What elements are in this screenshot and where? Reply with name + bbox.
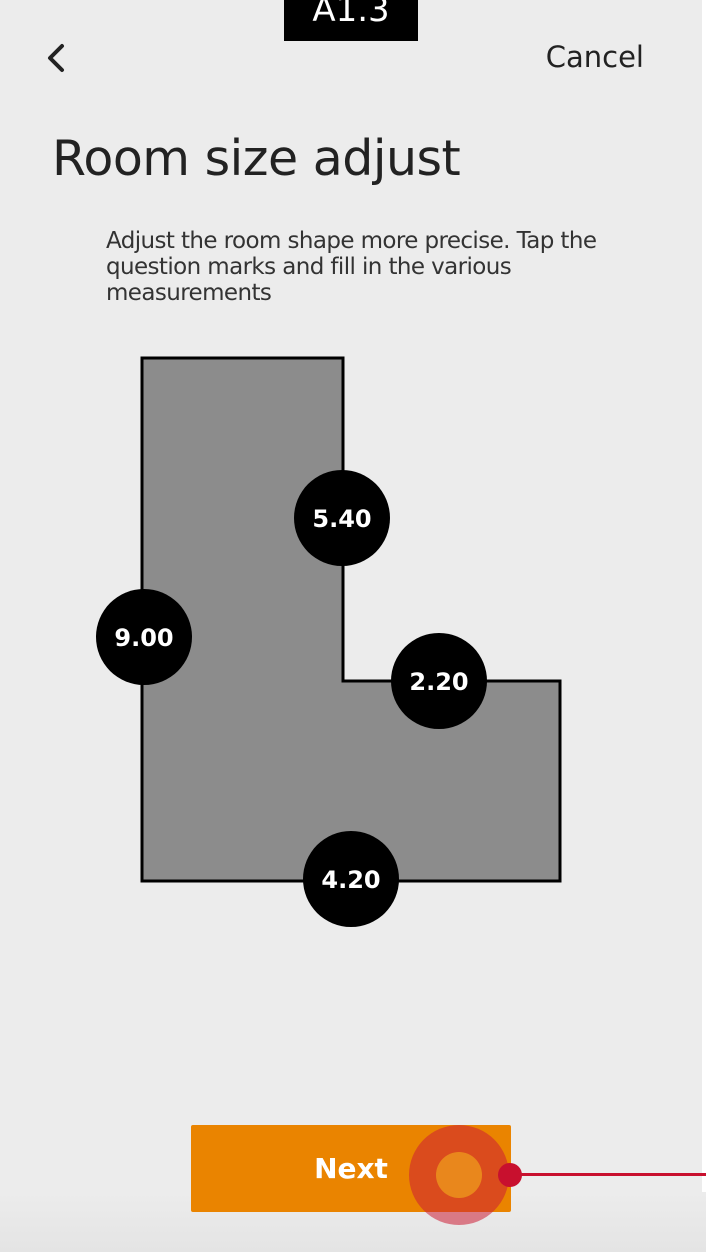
description-text: Adjust the room shape more precise. Tap … [106,228,597,306]
screen-edge [702,0,706,1252]
measurement-bottom-wall[interactable]: 4.20 [303,831,399,927]
cancel-button[interactable]: Cancel [545,40,644,74]
measurement-inner-horizontal[interactable]: 2.20 [391,633,487,729]
room-shape-diagram: 9.00 5.40 2.20 4.20 [96,356,562,927]
tap-indicator-dot [436,1152,482,1198]
annotation-line [510,1173,706,1176]
measurement-badge[interactable] [303,831,399,927]
measurement-value-bottom-wall: 4.20 [321,866,380,894]
measurement-badge[interactable] [391,633,487,729]
measurement-value-inner-horizontal: 2.20 [409,668,468,696]
annotation-endpoint [498,1163,522,1187]
chevron-left-icon [48,44,64,72]
back-button[interactable] [34,36,78,80]
measurement-value-inner-vertical: 5.40 [312,505,371,533]
measurement-badge[interactable] [96,589,192,685]
measurement-left-wall[interactable]: 9.00 [96,589,192,685]
room-outline[interactable] [140,356,562,883]
measurement-badge[interactable] [294,470,390,566]
page-title: Room size adjust [52,130,461,187]
screen-label: A1.3 [284,0,418,41]
measurement-inner-vertical[interactable]: 5.40 [294,470,390,566]
measurement-value-left-wall: 9.00 [114,624,173,652]
